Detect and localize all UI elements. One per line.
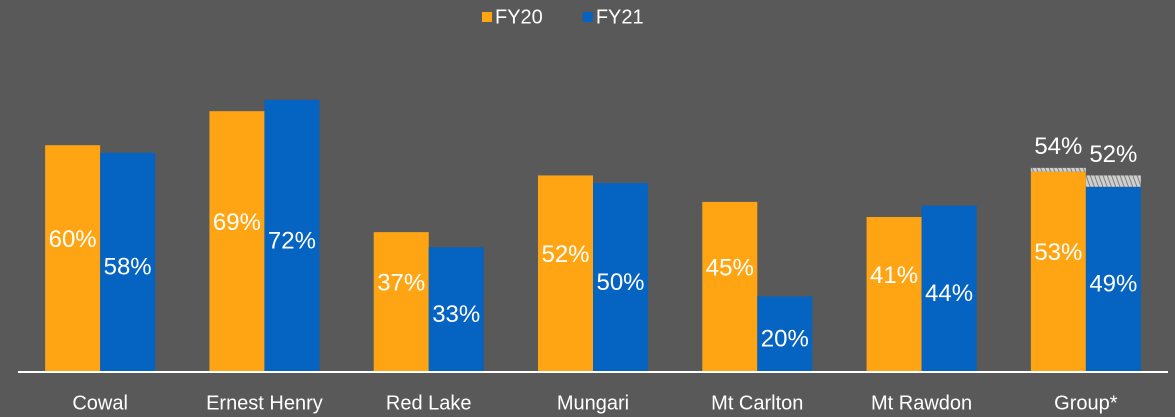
value-label: 53% [1034, 239, 1082, 266]
bar [593, 183, 648, 372]
bar [45, 145, 101, 372]
x-tick-label: Red Lake [386, 392, 472, 414]
value-label: 41% [870, 262, 918, 289]
value-label: 45% [706, 254, 754, 281]
value-label: 37% [377, 269, 425, 296]
legend-label: FY21 [596, 6, 644, 28]
value-label: 60% [49, 226, 97, 253]
bar [538, 175, 593, 372]
bar [1030, 171, 1086, 372]
bar [757, 296, 813, 372]
value-label: 52% [541, 241, 589, 268]
value-label: 72% [268, 227, 316, 254]
legend-swatch [482, 12, 492, 22]
value-label: 33% [432, 301, 480, 328]
bar [866, 217, 922, 372]
upper-value-label: 52% [1089, 141, 1137, 168]
x-tick-label: Ernest Henry [206, 392, 323, 414]
bar [100, 152, 156, 372]
x-tick-label: Mungari [557, 392, 629, 414]
bar [921, 205, 977, 372]
value-label: 58% [104, 254, 152, 281]
bar [264, 99, 320, 372]
x-tick-label: Mt Rawdon [871, 392, 972, 414]
value-label: 49% [1089, 271, 1137, 298]
x-tick-label: Cowal [72, 392, 128, 414]
bar [428, 247, 484, 372]
upper-value-label: 54% [1034, 133, 1082, 160]
bar-extension [1030, 167, 1086, 172]
bar [702, 201, 758, 372]
x-tick-label: Mt Carlton [711, 392, 803, 414]
x-tick-label: Group* [1054, 392, 1118, 414]
bar [1085, 186, 1141, 372]
legend-swatch [582, 12, 593, 22]
value-label: 44% [925, 280, 973, 307]
bar-extension [1085, 175, 1141, 187]
legend-label: FY20 [495, 6, 543, 28]
value-label: 69% [213, 209, 261, 236]
bar [373, 232, 429, 372]
value-label: 50% [596, 269, 644, 296]
bar [209, 111, 265, 373]
value-label: 20% [761, 326, 809, 353]
